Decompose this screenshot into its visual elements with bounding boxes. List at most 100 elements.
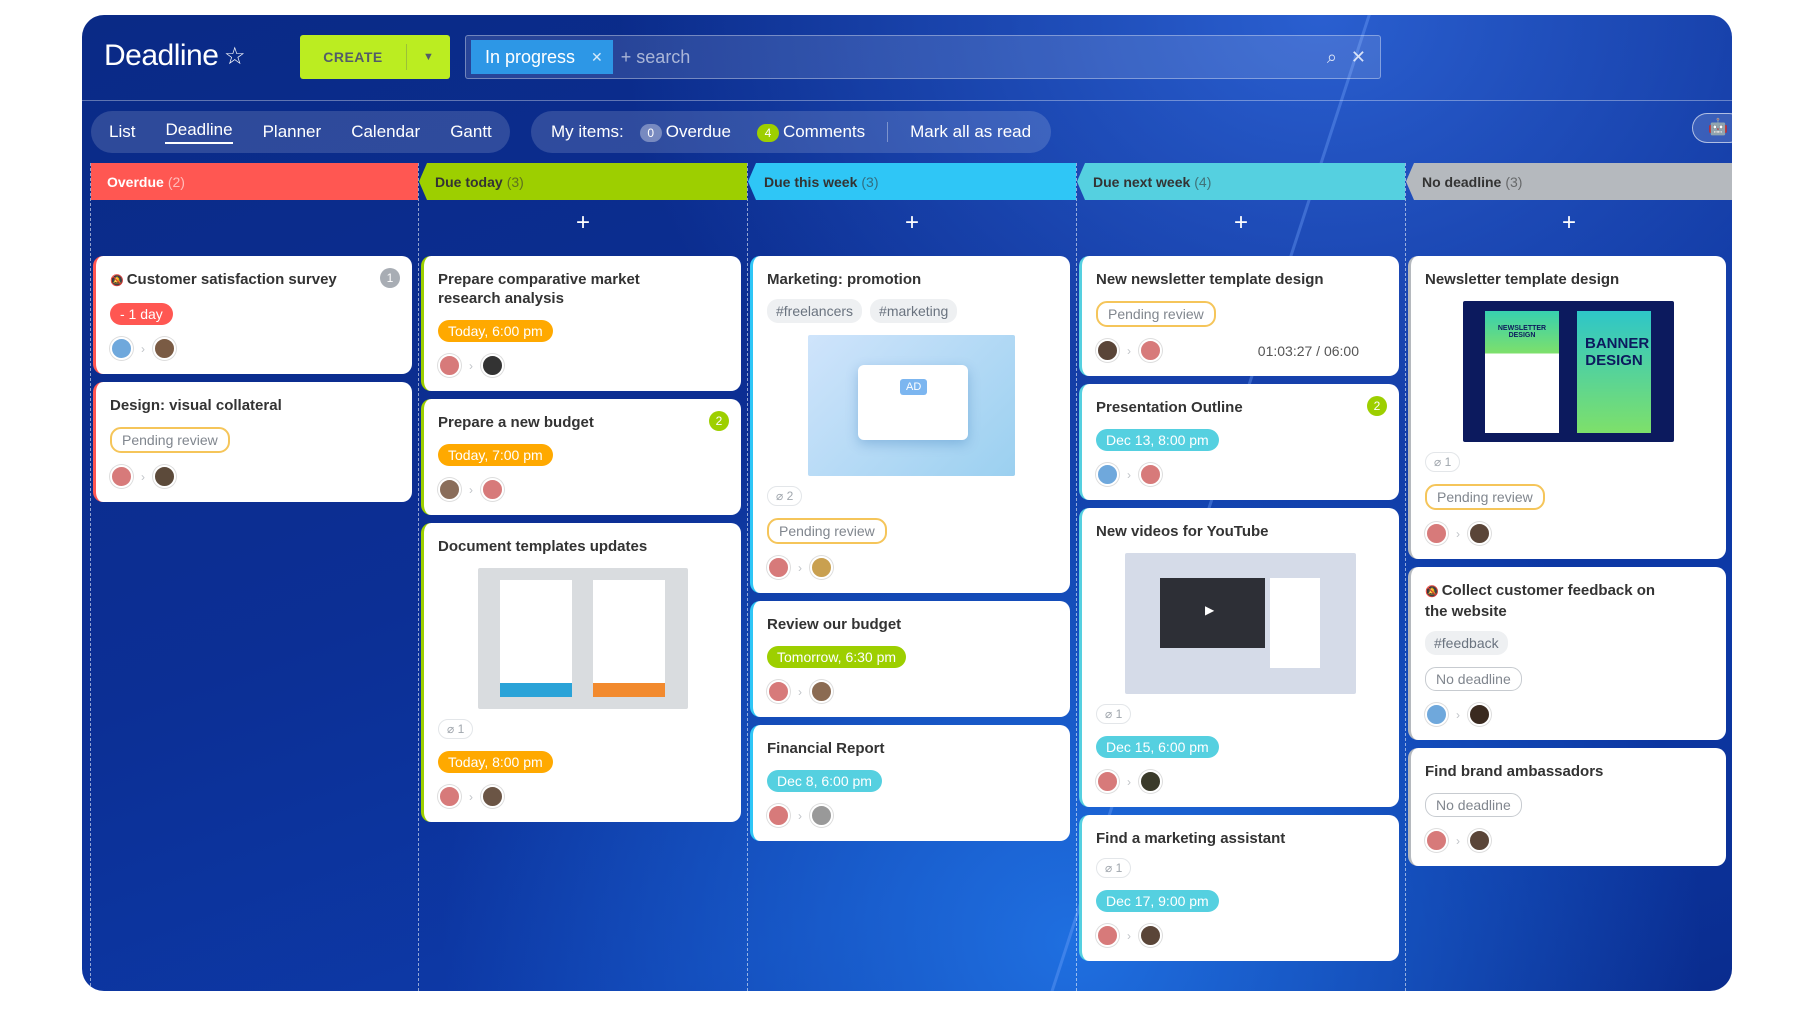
search-input[interactable]: + search	[620, 46, 691, 67]
banner-image[interactable]: NEWSLETTER DESIGN BANNER DESIGN	[1463, 301, 1674, 442]
card-title[interactable]: Newsletter template design	[1425, 270, 1680, 289]
deadline-badge[interactable]: Pending review	[1096, 301, 1216, 327]
avatar-creator[interactable]	[438, 354, 461, 377]
filter-chip[interactable]: In progress ✕	[471, 40, 613, 74]
column-header[interactable]: No deadline (3)	[1406, 163, 1732, 200]
deadline-badge[interactable]: Today, 7:00 pm	[438, 444, 553, 466]
tab-gantt[interactable]: Gantt	[450, 122, 492, 141]
avatar-responsible[interactable]	[153, 465, 176, 488]
deadline-badge[interactable]: Dec 17, 9:00 pm	[1096, 890, 1219, 912]
card-title[interactable]: New videos for YouTube	[1096, 522, 1351, 541]
deadline-badge[interactable]: No deadline	[1425, 667, 1522, 691]
tag[interactable]: #feedback	[1425, 631, 1508, 655]
task-card[interactable]: Design: visual collateral Pending review ›	[93, 382, 412, 502]
avatar-creator[interactable]	[1096, 463, 1119, 486]
avatar-creator[interactable]	[767, 556, 790, 579]
attachment-count[interactable]: ⌀ 1	[1096, 858, 1132, 878]
avatar-responsible[interactable]	[810, 804, 833, 827]
avatar-responsible[interactable]	[1139, 463, 1162, 486]
clear-icon[interactable]: ✕	[1350, 46, 1366, 67]
chevron-down-icon[interactable]: ▼	[423, 51, 434, 63]
document-preview-image[interactable]	[477, 568, 688, 709]
add-task-button[interactable]: +	[1233, 209, 1248, 236]
avatar-creator[interactable]	[438, 478, 461, 501]
avatar-creator[interactable]	[1096, 770, 1119, 793]
avatar-responsible[interactable]	[481, 354, 504, 377]
close-icon[interactable]: ✕	[591, 48, 603, 65]
deadline-badge[interactable]: Pending review	[767, 518, 887, 544]
card-title[interactable]: Marketing: promotion	[767, 270, 1022, 289]
search-icon[interactable]: ⌕	[1326, 46, 1337, 67]
create-button[interactable]: CREATE ▼	[300, 35, 450, 79]
comment-counter[interactable]: 2	[1367, 396, 1387, 416]
deadline-badge[interactable]: Pending review	[1425, 484, 1545, 510]
avatar-responsible[interactable]	[1468, 522, 1491, 545]
task-card[interactable]: 🔕 Customer satisfaction survey 1 - 1 day ›	[93, 256, 412, 374]
card-title[interactable]: Financial Report	[767, 739, 1022, 758]
task-card[interactable]: Financial Report Dec 8, 6:00 pm ›	[750, 725, 1070, 841]
avatar-creator[interactable]	[1096, 924, 1119, 947]
card-title[interactable]: 🔕 Customer satisfaction survey	[110, 270, 365, 291]
avatar-responsible[interactable]	[1139, 924, 1162, 947]
avatar-responsible[interactable]	[1139, 770, 1162, 793]
tag[interactable]: #marketing	[870, 299, 958, 323]
avatar-responsible[interactable]	[1468, 829, 1491, 852]
avatar-responsible[interactable]	[1139, 339, 1162, 362]
task-card[interactable]: Find brand ambassadors No deadline ›	[1408, 748, 1726, 866]
column-header[interactable]: Due this week (3)	[748, 163, 1076, 200]
avatar-responsible[interactable]	[481, 785, 504, 808]
tab-planner[interactable]: Planner	[262, 122, 322, 141]
column-header[interactable]: Due next week (4)	[1077, 163, 1405, 200]
task-card[interactable]: Find a marketing assistant ⌀ 1 Dec 17, 9:0…	[1079, 815, 1399, 961]
deadline-badge[interactable]: - 1 day	[110, 303, 173, 325]
tab-deadline[interactable]: Deadline	[165, 120, 233, 144]
card-title[interactable]: 🔕 Collect customer feedback on the websit…	[1425, 581, 1680, 621]
avatar-responsible[interactable]	[810, 680, 833, 703]
avatar-creator[interactable]	[438, 785, 461, 808]
avatar-creator[interactable]	[1425, 522, 1448, 545]
promo-image[interactable]: AD	[808, 335, 1015, 476]
avatar-responsible[interactable]	[481, 478, 504, 501]
task-card[interactable]: New videos for YouTube ▶ ⌀ 1 Dec 15, 6:00 p…	[1079, 508, 1399, 807]
avatar-creator[interactable]	[1096, 339, 1119, 362]
card-title[interactable]: Find brand ambassadors	[1425, 762, 1680, 781]
attachment-count[interactable]: ⌀ 1	[1425, 452, 1461, 472]
card-title[interactable]: New newsletter template design	[1096, 270, 1351, 289]
deadline-badge[interactable]: Dec 13, 8:00 pm	[1096, 429, 1219, 451]
deadline-badge[interactable]: Dec 15, 6:00 pm	[1096, 736, 1219, 758]
avatar-responsible[interactable]	[1468, 703, 1491, 726]
task-card[interactable]: Presentation Outline 2 Dec 13, 8:00 pm ›	[1079, 384, 1399, 500]
attachment-count[interactable]: ⌀ 2	[767, 486, 803, 506]
tab-list[interactable]: List	[109, 122, 136, 141]
add-task-button[interactable]: +	[1561, 209, 1576, 236]
task-card[interactable]: 🔕 Collect customer feedback on the websit…	[1408, 567, 1726, 740]
task-card[interactable]: Newsletter template design NEWSLETTER DES…	[1408, 256, 1726, 559]
avatar-responsible[interactable]	[153, 337, 176, 360]
avatar-creator[interactable]	[1425, 703, 1448, 726]
star-icon[interactable]: ☆	[224, 43, 246, 70]
card-title[interactable]: Document templates updates	[438, 537, 693, 556]
deadline-badge[interactable]: Tomorrow, 6:30 pm	[767, 646, 907, 668]
card-title[interactable]: Prepare a new budget	[438, 413, 693, 432]
deadline-badge[interactable]: Today, 6:00 pm	[438, 320, 553, 342]
comment-counter[interactable]: 1	[380, 268, 400, 288]
column-header[interactable]: Overdue (2)	[91, 163, 418, 200]
avatar-creator[interactable]	[110, 465, 133, 488]
avatar-creator[interactable]	[767, 804, 790, 827]
task-card[interactable]: Review our budget Tomorrow, 6:30 pm ›	[750, 601, 1070, 717]
card-title[interactable]: Design: visual collateral	[110, 396, 365, 415]
avatar-responsible[interactable]	[810, 556, 833, 579]
comments-filter[interactable]: 4 Comments	[756, 122, 865, 142]
task-card[interactable]: Prepare comparative market research anal…	[421, 256, 741, 391]
task-card[interactable]: Prepare a new budget 2 Today, 7:00 pm ›	[421, 399, 741, 515]
robot-icon[interactable]: 🤖	[1692, 113, 1732, 143]
add-task-button[interactable]: +	[904, 209, 919, 236]
attachment-count[interactable]: ⌀ 1	[1096, 704, 1132, 724]
deadline-badge[interactable]: Pending review	[110, 427, 230, 453]
avatar-creator[interactable]	[110, 337, 133, 360]
overdue-filter[interactable]: 0 Overdue	[639, 122, 731, 142]
deadline-badge[interactable]: Dec 8, 6:00 pm	[767, 770, 882, 792]
column-header[interactable]: Due today (3)	[419, 163, 747, 200]
task-card[interactable]: Document templates updates ⌀ 1 Today, 8:00…	[421, 523, 741, 822]
avatar-creator[interactable]	[767, 680, 790, 703]
